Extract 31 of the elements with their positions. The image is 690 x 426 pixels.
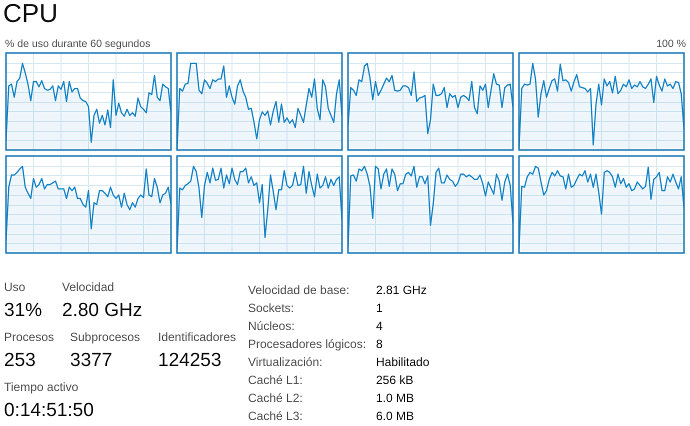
- text: Caché L1:: [248, 373, 303, 387]
- text: Caché L3:: [248, 409, 303, 423]
- text: Tiempo activo: [4, 380, 78, 394]
- text: Uso: [4, 280, 26, 294]
- text: 253: [4, 350, 36, 372]
- text: 1.0 MB: [376, 391, 414, 405]
- text: 4: [376, 319, 383, 333]
- text: Identificadores: [158, 330, 236, 344]
- text: 256 kB: [376, 373, 414, 387]
- text: Velocidad de base:: [248, 283, 350, 297]
- text: 100 %: [656, 38, 686, 50]
- text: 6.0 MB: [376, 409, 414, 423]
- text: Caché L2:: [248, 391, 303, 405]
- text: Habilitado: [376, 355, 430, 369]
- text: 124253: [158, 350, 222, 372]
- text: Velocidad: [62, 280, 114, 294]
- text: Subprocesos: [70, 330, 140, 344]
- text: 8: [376, 337, 383, 351]
- text: Núcleos:: [248, 319, 295, 333]
- text: 0:14:51:50: [4, 400, 94, 422]
- text: Procesos: [4, 330, 54, 344]
- chart-title: CPU: [3, 0, 58, 29]
- text: Procesadores lógicos:: [248, 337, 366, 351]
- text: 2.81 GHz: [376, 283, 427, 297]
- text: 3377: [70, 350, 112, 372]
- text: % de uso durante 60 segundos: [5, 38, 150, 50]
- text: 2.80 GHz: [62, 300, 142, 322]
- text: Virtualización:: [248, 355, 322, 369]
- text: 1: [376, 301, 383, 315]
- text: 31%: [4, 300, 42, 322]
- text: Sockets:: [248, 301, 294, 315]
